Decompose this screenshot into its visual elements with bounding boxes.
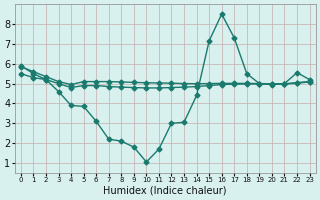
X-axis label: Humidex (Indice chaleur): Humidex (Indice chaleur) bbox=[103, 186, 227, 196]
